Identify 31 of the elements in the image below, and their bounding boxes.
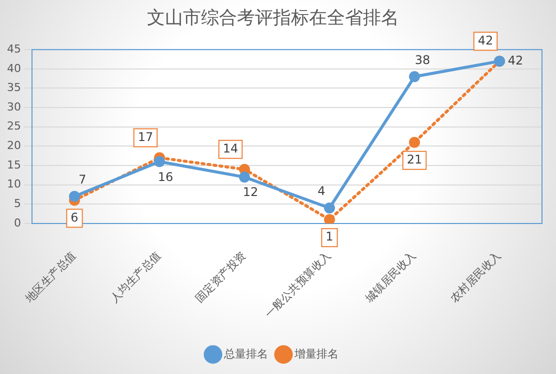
data-label: 21: [406, 152, 422, 166]
y-tick-label: 40: [6, 62, 21, 75]
y-tick-label: 35: [6, 81, 21, 94]
x-tick-label: 农村居民收入: [448, 249, 504, 305]
legend-label: 增量排名: [294, 347, 338, 360]
x-tick-label: 城镇居民收入: [362, 249, 419, 306]
y-tick-label: 5: [14, 196, 21, 210]
data-label: 17: [138, 130, 154, 144]
data-label: 12: [242, 185, 258, 200]
data-label: 42: [508, 53, 524, 68]
y-tick-label: 10: [6, 178, 21, 191]
y-tick-label: 30: [6, 100, 21, 114]
chart-title: 文山市综合考评指标在全省排名: [147, 7, 399, 28]
data-label: 14: [222, 141, 238, 156]
data-label: 38: [414, 52, 430, 67]
legend-label: 总量排名: [223, 347, 268, 360]
x-tick-label: 地区生产总值: [22, 249, 79, 306]
y-tick-label: 0: [14, 216, 21, 230]
data-label: 42: [478, 33, 494, 48]
data-label: 16: [158, 170, 174, 184]
x-tick-label: 固定资产投资: [192, 249, 249, 305]
data-label: 1: [326, 230, 334, 244]
y-tick-label: 25: [6, 120, 21, 133]
data-label: 7: [78, 172, 86, 187]
x-tick-label: 一般公共预算收入: [262, 249, 334, 320]
y-tick-label: 45: [6, 42, 21, 56]
y-tick-label: 20: [6, 139, 21, 152]
data-label: 4: [318, 184, 326, 198]
y-tick-label: 15: [6, 158, 21, 172]
x-tick-label: 人均生产总值: [108, 249, 164, 305]
data-label: 6: [70, 210, 78, 224]
